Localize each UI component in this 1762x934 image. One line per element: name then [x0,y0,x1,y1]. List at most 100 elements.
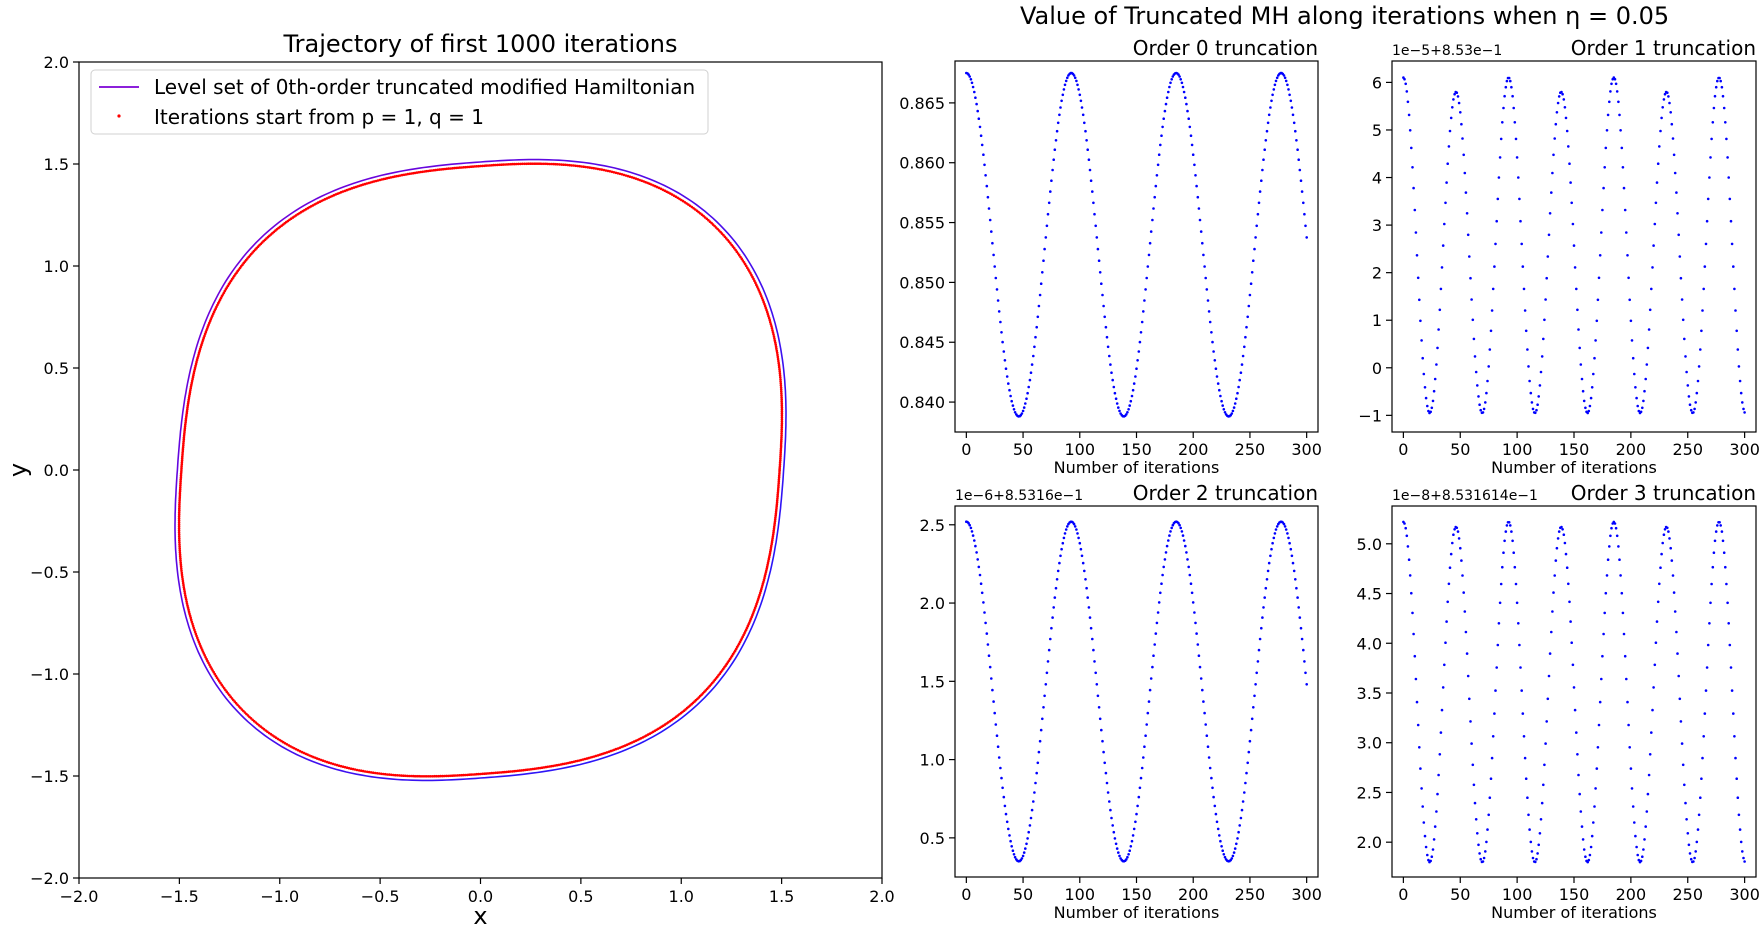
data-point [1716,79,1719,83]
data-point [1416,723,1420,727]
iteration-point [181,453,184,457]
data-point [1511,539,1514,543]
iteration-point [494,771,497,775]
y-tick-label: 0.0 [44,461,69,480]
data-point [1721,539,1725,543]
data-point [1154,632,1158,635]
iteration-point [462,773,465,777]
data-point [1415,254,1419,257]
data-point [1052,606,1055,609]
data-point [1663,528,1667,531]
data-point [1007,382,1010,385]
x-tick-label: 200 [1178,440,1209,459]
data-point [1092,648,1095,652]
data-point [1034,335,1037,339]
data-point [1104,771,1108,775]
iteration-point [519,162,522,166]
iteration-point [182,434,186,438]
data-point [1473,355,1477,358]
iteration-point [766,310,769,314]
x-axis-label: Number of iterations [1491,458,1657,477]
data-point [1237,385,1240,389]
data-point [1160,582,1163,585]
data-point [1102,750,1105,754]
iteration-point [624,174,628,177]
data-point [1497,176,1501,179]
iteration-point [179,563,183,566]
data-point [1134,820,1137,824]
data-point [1290,106,1294,109]
iteration-point [779,386,783,389]
data-point [1127,853,1130,856]
y-tick-label: 0.5 [920,829,945,848]
data-point [1010,399,1013,403]
iteration-point [221,685,225,688]
data-point [1154,184,1158,188]
data-point [1636,853,1639,857]
data-point [1515,601,1519,605]
data-point [983,163,986,167]
data-point [999,766,1002,770]
data-point [1646,792,1650,796]
data-point [1283,525,1287,528]
data-point [1043,694,1046,698]
iteration-point [636,178,640,181]
data-point [1117,851,1120,854]
data-point [1733,735,1736,738]
iteration-point [183,426,187,430]
y-offset-text: 1e−8+8.531614e−1 [1392,488,1538,504]
data-point [1660,116,1663,120]
iteration-point [177,535,181,538]
iteration-point [774,510,778,514]
data-point [1118,854,1121,858]
data-point [1223,411,1227,414]
data-point [1296,596,1299,599]
data-point [1629,319,1633,323]
data-point [1408,129,1412,132]
iteration-point [778,461,782,464]
data-point [1670,122,1674,126]
iteration-point [618,172,622,176]
iteration-point [187,608,190,611]
data-point [1546,255,1550,258]
data-point [1621,611,1625,615]
data-point [1705,219,1709,223]
data-point [968,75,971,78]
iteration-point [672,194,676,197]
data-point [1441,686,1445,689]
iteration-point [780,416,784,419]
x-tick-label: 300 [1729,440,1760,459]
iteration-point [776,353,779,357]
iteration-point [780,398,783,401]
legend: Level set of 0th-order truncated modifie… [90,69,709,135]
iteration-point [425,775,429,778]
iteration-point [771,329,774,332]
data-point [1196,643,1200,646]
data-point [1126,411,1129,414]
data-point [1659,566,1662,569]
iteration-point [779,380,782,383]
data-point [1718,521,1721,524]
iteration-point [630,176,634,179]
data-point [1255,224,1258,228]
data-point [1202,253,1205,257]
data-point [1536,852,1539,855]
data-point [1274,79,1278,83]
iteration-point [767,316,771,320]
iteration-point [774,345,778,349]
data-point [1490,309,1494,312]
iteration-point [780,404,784,407]
iteration-point [778,468,781,472]
iteration-point [642,180,645,183]
x-tick-label: 100 [1065,440,1096,459]
data-point [1679,720,1683,723]
data-point [969,78,973,81]
data-point [1521,712,1525,715]
data-point [1486,379,1489,383]
iteration-point [431,775,435,778]
data-point [1597,276,1601,280]
data-point [1081,113,1085,117]
data-point [1456,95,1460,98]
data-point [1720,530,1724,533]
